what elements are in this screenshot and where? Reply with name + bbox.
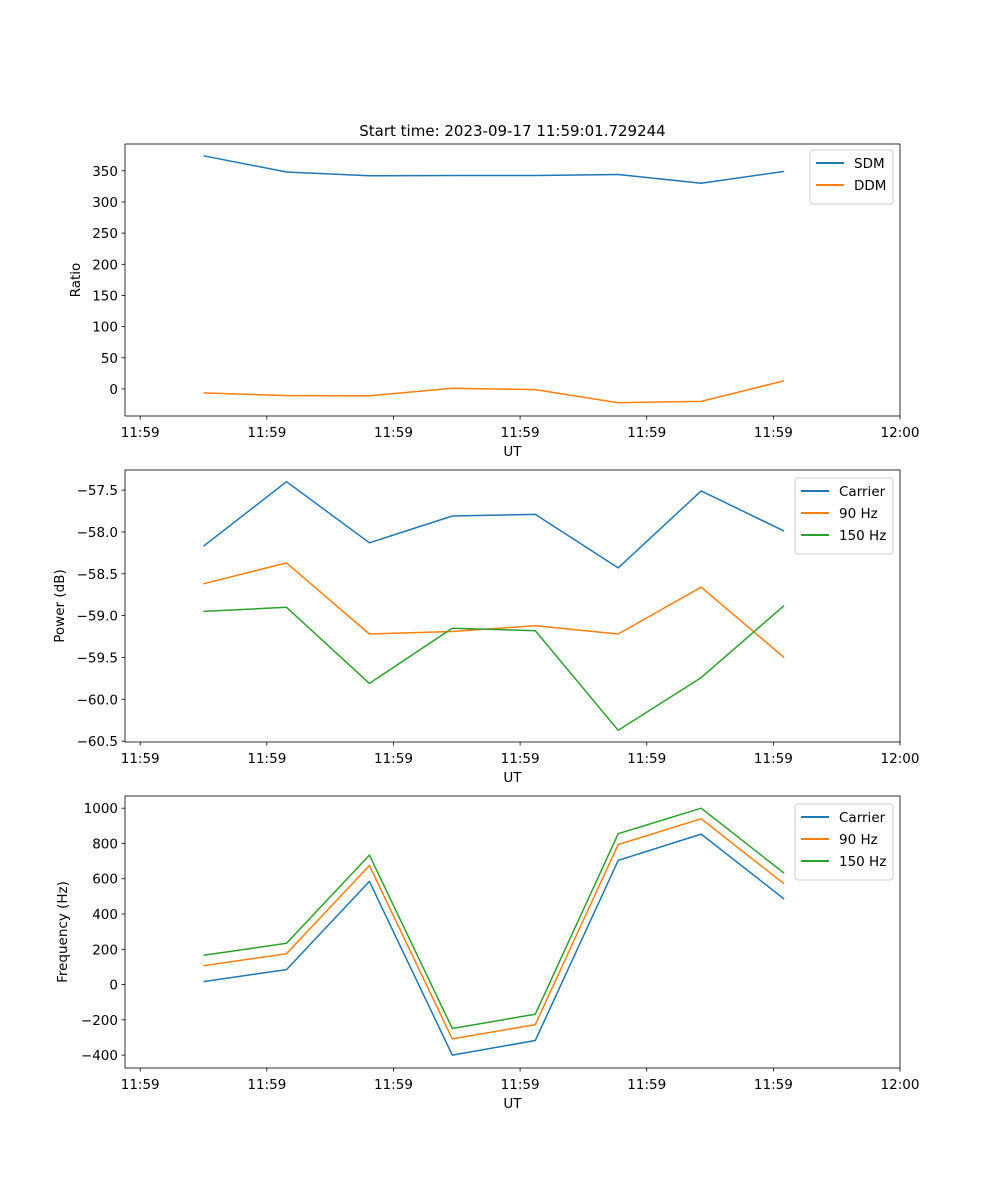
subplot-3: 11:59 11:59 11:59 11:59 11:59 11:59 12:00 −400 −… <box>55 795 920 1112</box>
axes-frame <box>124 143 901 417</box>
x-tick-label: 11:59 <box>754 425 793 441</box>
y-tick-label: 250 <box>92 226 118 242</box>
y-tick-label: −59.0 <box>77 609 118 625</box>
series-line-carrier <box>203 480 785 569</box>
legend-label: DDM <box>854 178 886 194</box>
y-tick-label: 100 <box>92 320 118 336</box>
y-tick-label: 600 <box>92 872 118 888</box>
y-axis-label: Power (dB) <box>52 569 68 642</box>
chart-title: Start time: 2023-09-17 11:59:01.729244 <box>359 122 665 140</box>
x-tick-label: 11:59 <box>374 425 413 441</box>
series-line-150-hz <box>203 807 785 1030</box>
x-axis-label: UT <box>503 444 522 460</box>
x-tick-label: 11:59 <box>501 425 540 441</box>
legend-label: Carrier <box>839 810 886 826</box>
x-tick-label: 11:59 <box>501 1077 540 1093</box>
x-tick-label: 11:59 <box>247 1077 286 1093</box>
x-tick-label: 11:59 <box>374 751 413 767</box>
y-tick-label: 800 <box>92 836 118 852</box>
legend-label: 90 Hz <box>839 506 878 522</box>
y-tick-label: −200 <box>81 1013 118 1029</box>
x-tick-label: 11:59 <box>247 425 286 441</box>
y-tick-label: 300 <box>92 195 118 211</box>
x-tick-label: 12:00 <box>881 425 920 441</box>
legend-label: 150 Hz <box>839 854 886 870</box>
subplot-1: 11:59 11:59 11:59 11:59 11:59 11:59 12:00 0 50 10… <box>68 143 920 460</box>
y-tick-label: −400 <box>81 1048 118 1064</box>
y-tick-label: 50 <box>101 351 118 367</box>
x-axis-label: UT <box>503 1096 522 1112</box>
x-tick-label: 11:59 <box>501 751 540 767</box>
legend: Carrier 90 Hz 150 Hz <box>794 477 894 555</box>
series-line-ddm <box>203 380 785 404</box>
y-tick-label: −59.5 <box>77 650 118 666</box>
axes-frame <box>124 795 901 1069</box>
y-tick-label: 350 <box>92 164 118 180</box>
x-axis-label: UT <box>503 770 522 786</box>
y-tick-label: −60.0 <box>77 692 118 708</box>
series-line-90-hz <box>203 562 785 659</box>
y-tick-label: 150 <box>92 288 118 304</box>
y-tick-label: −58.5 <box>77 567 118 583</box>
x-tick-label: 11:59 <box>121 751 160 767</box>
legend-label: 90 Hz <box>839 832 878 848</box>
axes-frame <box>124 469 901 743</box>
y-tick-label: −60.5 <box>77 734 118 750</box>
x-tick-label: 11:59 <box>121 425 160 441</box>
y-axis-label: Frequency (Hz) <box>55 881 71 983</box>
x-tick-label: 12:00 <box>881 751 920 767</box>
x-tick-label: 11:59 <box>374 1077 413 1093</box>
legend-label: 150 Hz <box>839 528 886 544</box>
x-tick-label: 11:59 <box>754 1077 793 1093</box>
y-tick-label: 0 <box>109 382 118 398</box>
legend-label: Carrier <box>839 484 886 500</box>
y-tick-label: 1000 <box>84 801 118 817</box>
y-tick-label: 200 <box>92 942 118 958</box>
x-tick-label: 11:59 <box>754 751 793 767</box>
x-tick-label: 11:59 <box>121 1077 160 1093</box>
x-tick-label: 11:59 <box>627 1077 666 1093</box>
y-tick-label: −58.0 <box>77 525 118 541</box>
y-tick-label: 0 <box>109 978 118 994</box>
series-line-150-hz <box>203 605 785 732</box>
x-tick-label: 11:59 <box>247 751 286 767</box>
subplot-2: 11:59 11:59 11:59 11:59 11:59 11:59 12:00 −57.5… <box>52 469 920 786</box>
y-axis-label: Ratio <box>68 263 84 298</box>
series-line-sdm <box>203 155 785 185</box>
x-tick-label: 11:59 <box>627 425 666 441</box>
x-tick-label: 11:59 <box>627 751 666 767</box>
y-tick-label: −57.5 <box>77 483 118 499</box>
y-tick-label: 200 <box>92 257 118 273</box>
legend: SDM DDM <box>809 149 894 205</box>
legend-label: SDM <box>854 156 885 172</box>
series-line-90-hz <box>203 818 785 1040</box>
series-line-carrier <box>203 833 785 1056</box>
y-tick-label: 400 <box>92 907 118 923</box>
x-tick-label: 12:00 <box>881 1077 920 1093</box>
legend: Carrier 90 Hz 150 Hz <box>794 803 894 881</box>
